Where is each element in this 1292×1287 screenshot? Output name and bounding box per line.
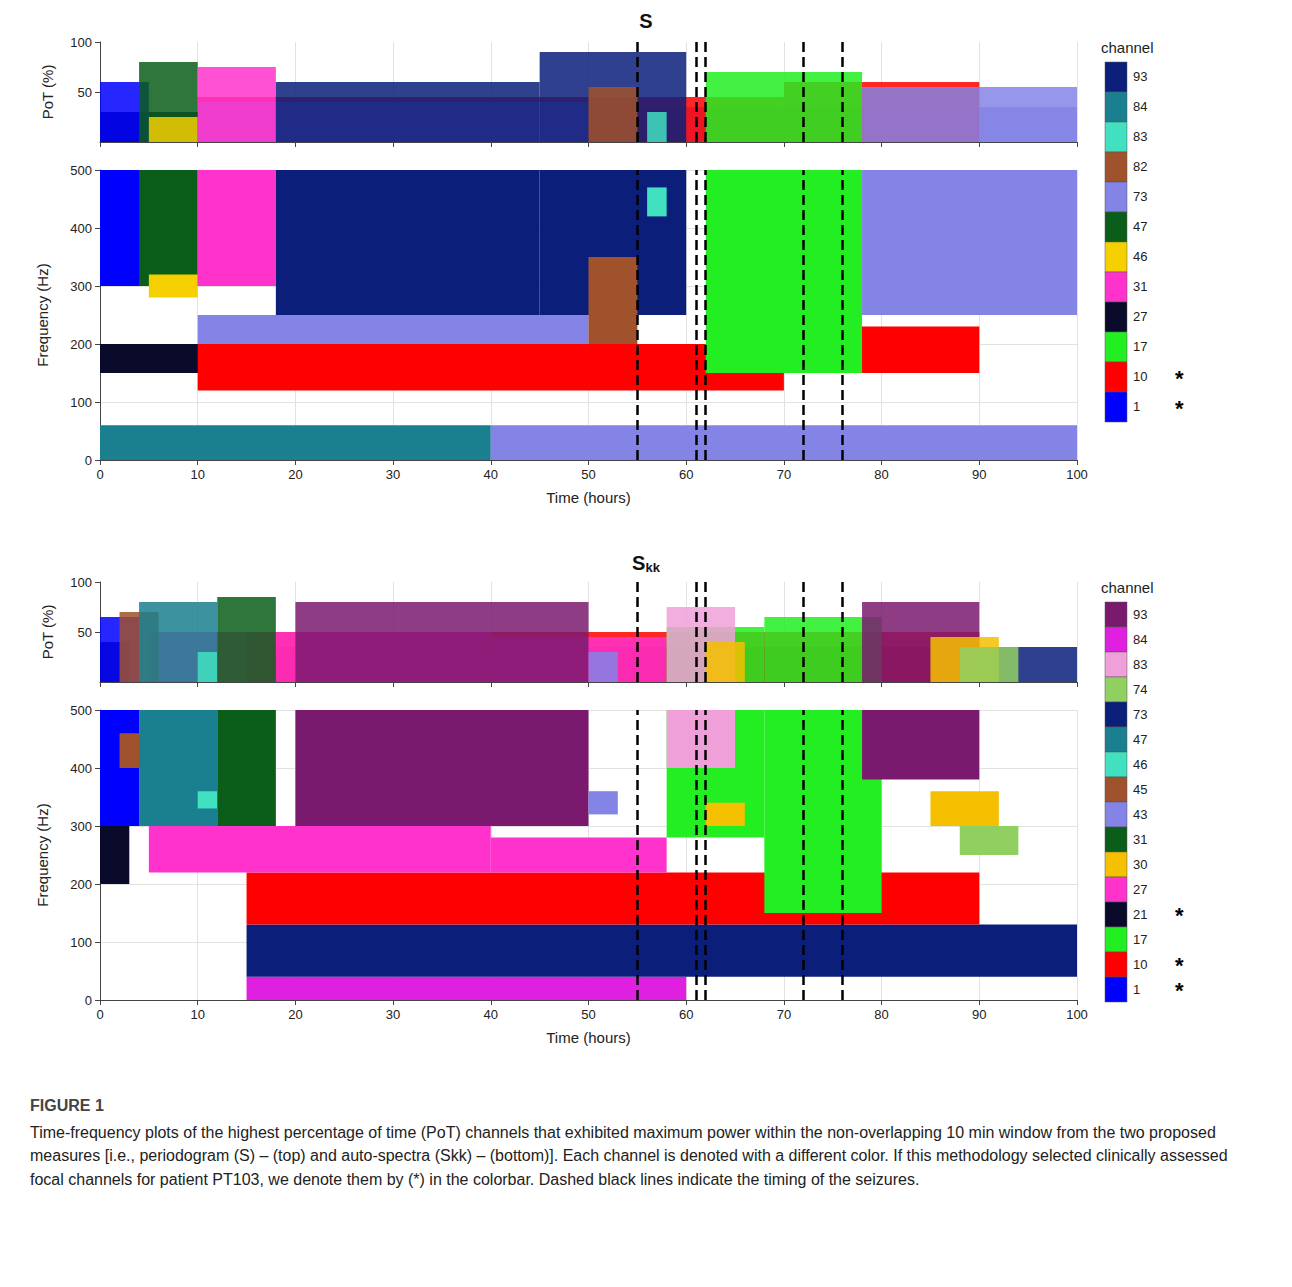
- svg-text:43: 43: [1133, 807, 1147, 822]
- svg-text:46: 46: [1133, 249, 1147, 264]
- svg-text:200: 200: [70, 337, 92, 352]
- svg-text:83: 83: [1133, 129, 1147, 144]
- svg-text:*: *: [1175, 366, 1184, 391]
- svg-text:100: 100: [1066, 1007, 1088, 1022]
- svg-text:84: 84: [1133, 632, 1147, 647]
- html-text:FIGURE 1: FIGURE 1: [30, 1097, 104, 1114]
- svg-text:channel: channel: [1101, 579, 1154, 596]
- svg-text:47: 47: [1133, 732, 1147, 747]
- svg-text:20: 20: [288, 467, 302, 482]
- svg-text:80: 80: [874, 1007, 888, 1022]
- svg-text:PoT (%): PoT (%): [39, 605, 56, 660]
- svg-text:300: 300: [70, 819, 92, 834]
- svg-text:0: 0: [85, 453, 92, 468]
- svg-text:93: 93: [1133, 607, 1147, 622]
- html-text:Time-frequency plots of the hi: Time-frequency plots of the highest perc…: [30, 1124, 1228, 1188]
- svg-text:90: 90: [972, 1007, 986, 1022]
- svg-text:100: 100: [70, 35, 92, 50]
- svg-text:27: 27: [1133, 882, 1147, 897]
- svg-text:45: 45: [1133, 782, 1147, 797]
- svg-text:31: 31: [1133, 279, 1147, 294]
- svg-text:channel: channel: [1101, 39, 1154, 56]
- svg-text:31: 31: [1133, 832, 1147, 847]
- svg-text:200: 200: [70, 877, 92, 892]
- svg-text:100: 100: [1066, 467, 1088, 482]
- svg-text:0: 0: [85, 993, 92, 1008]
- svg-text:1: 1: [1133, 399, 1140, 414]
- svg-text:1: 1: [1133, 982, 1140, 997]
- svg-text:50: 50: [581, 1007, 595, 1022]
- svg-text:70: 70: [777, 1007, 791, 1022]
- svg-text:500: 500: [70, 163, 92, 178]
- svg-text:84: 84: [1133, 99, 1147, 114]
- svg-text:Frequency (Hz): Frequency (Hz): [34, 263, 51, 366]
- svg-text:*: *: [1175, 396, 1184, 421]
- svg-text:60: 60: [679, 467, 693, 482]
- svg-text:90: 90: [972, 467, 986, 482]
- svg-text:30: 30: [386, 467, 400, 482]
- svg-text:kk: kk: [645, 560, 660, 575]
- svg-text:50: 50: [78, 625, 92, 640]
- svg-text:27: 27: [1133, 309, 1147, 324]
- svg-text:21: 21: [1133, 907, 1147, 922]
- svg-text:60: 60: [679, 1007, 693, 1022]
- svg-text:10: 10: [1133, 369, 1147, 384]
- svg-text:500: 500: [70, 703, 92, 718]
- svg-text:50: 50: [581, 467, 595, 482]
- svg-text:Time (hours): Time (hours): [546, 489, 630, 506]
- svg-text:47: 47: [1133, 219, 1147, 234]
- svg-text:100: 100: [70, 935, 92, 950]
- svg-text:20: 20: [288, 1007, 302, 1022]
- svg-text:S: S: [632, 552, 645, 574]
- svg-text:10: 10: [190, 467, 204, 482]
- svg-text:50: 50: [78, 85, 92, 100]
- svg-text:73: 73: [1133, 707, 1147, 722]
- svg-text:Frequency (Hz): Frequency (Hz): [34, 803, 51, 906]
- svg-text:*: *: [1175, 903, 1184, 928]
- svg-text:17: 17: [1133, 339, 1147, 354]
- svg-text:30: 30: [386, 1007, 400, 1022]
- svg-text:300: 300: [70, 279, 92, 294]
- svg-text:S: S: [639, 10, 652, 32]
- svg-text:40: 40: [484, 467, 498, 482]
- svg-text:80: 80: [874, 467, 888, 482]
- svg-text:100: 100: [70, 395, 92, 410]
- svg-text:0: 0: [96, 467, 103, 482]
- svg-text:10: 10: [190, 1007, 204, 1022]
- svg-text:*: *: [1175, 978, 1184, 1003]
- svg-text:73: 73: [1133, 189, 1147, 204]
- svg-text:70: 70: [777, 467, 791, 482]
- svg-text:17: 17: [1133, 932, 1147, 947]
- svg-text:83: 83: [1133, 657, 1147, 672]
- svg-text:400: 400: [70, 761, 92, 776]
- svg-text:*: *: [1175, 953, 1184, 978]
- svg-text:Time (hours): Time (hours): [546, 1029, 630, 1046]
- svg-text:46: 46: [1133, 757, 1147, 772]
- svg-text:74: 74: [1133, 682, 1147, 697]
- svg-text:PoT (%): PoT (%): [39, 65, 56, 120]
- svg-text:40: 40: [484, 1007, 498, 1022]
- svg-text:30: 30: [1133, 857, 1147, 872]
- svg-text:93: 93: [1133, 69, 1147, 84]
- svg-text:10: 10: [1133, 957, 1147, 972]
- svg-text:82: 82: [1133, 159, 1147, 174]
- svg-text:400: 400: [70, 221, 92, 236]
- svg-text:0: 0: [96, 1007, 103, 1022]
- svg-text:100: 100: [70, 575, 92, 590]
